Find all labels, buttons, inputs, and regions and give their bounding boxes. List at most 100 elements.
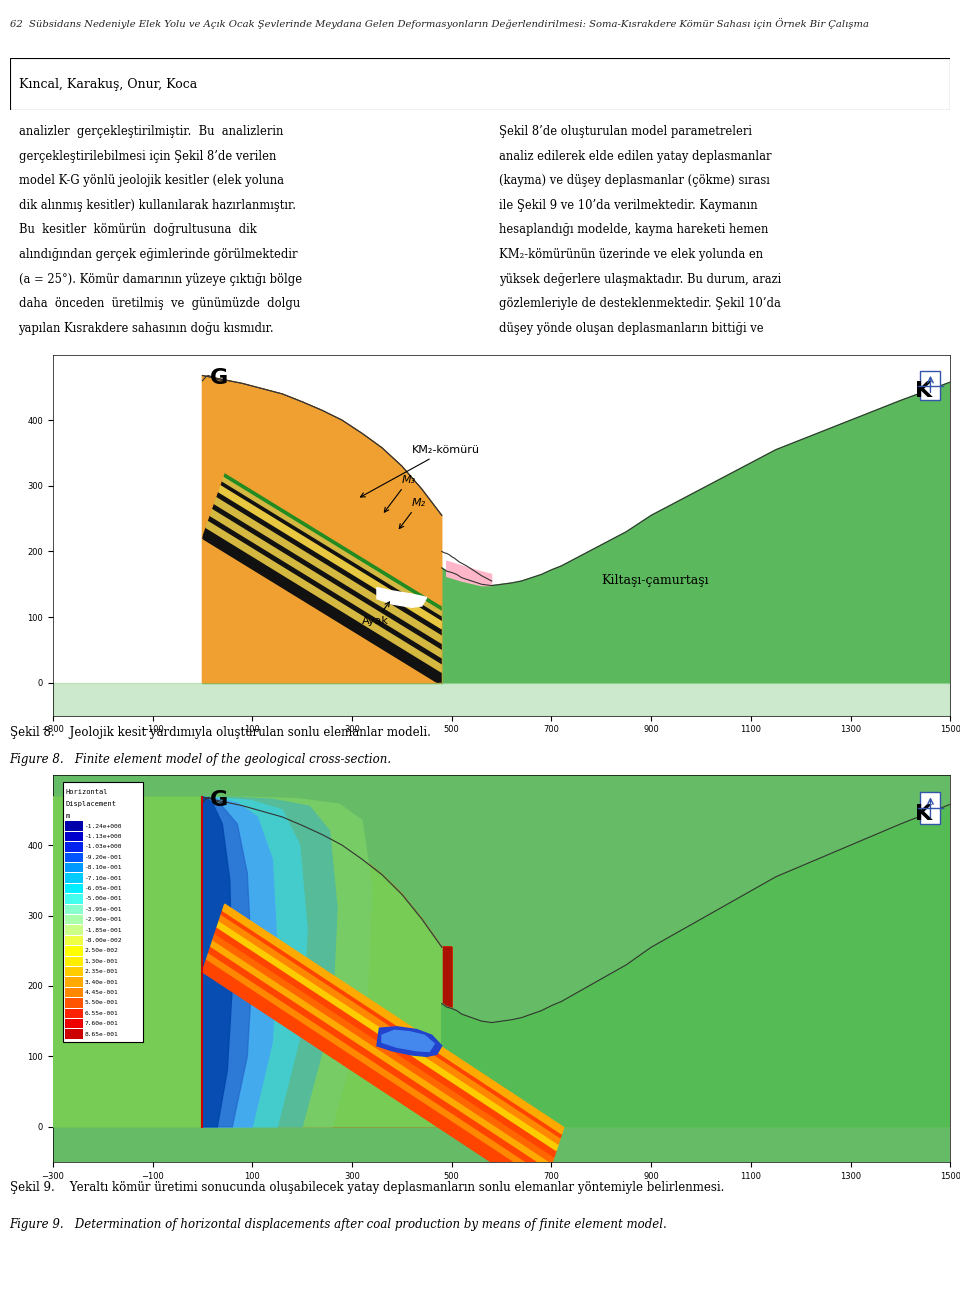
Polygon shape — [203, 797, 325, 1127]
Text: Figure 8.   Finite element model of the geological cross-section.: Figure 8. Finite element model of the ge… — [10, 752, 392, 765]
Text: -1.13e+000: -1.13e+000 — [84, 834, 122, 839]
Text: 8.65e-001: 8.65e-001 — [84, 1032, 118, 1036]
Polygon shape — [53, 775, 950, 1162]
Text: düşey yönde oluşan deplasmanların bittiği ve: düşey yönde oluşan deplasmanların bittiğ… — [499, 322, 763, 335]
Polygon shape — [446, 562, 492, 586]
Polygon shape — [203, 797, 452, 1127]
Bar — [65, 968, 83, 977]
Polygon shape — [203, 958, 545, 1195]
Bar — [65, 905, 83, 914]
Polygon shape — [223, 477, 564, 689]
Text: Ayak: Ayak — [362, 601, 390, 626]
Bar — [65, 873, 83, 882]
Text: K: K — [916, 381, 932, 402]
Text: 1.30e-001: 1.30e-001 — [84, 958, 118, 964]
Polygon shape — [213, 504, 554, 717]
Text: analizler  gerçekleştirilmiştir.  Bu  analizlerin: analizler gerçekleştirilmiştir. Bu anali… — [18, 125, 283, 138]
Polygon shape — [226, 324, 617, 681]
Polygon shape — [222, 481, 562, 693]
Bar — [65, 832, 83, 842]
Polygon shape — [203, 528, 545, 746]
Text: -3.95e-001: -3.95e-001 — [84, 907, 122, 911]
Polygon shape — [203, 797, 307, 1127]
Bar — [65, 936, 83, 945]
Polygon shape — [222, 911, 562, 1137]
Text: G: G — [210, 368, 228, 389]
Text: Displacement: Displacement — [65, 801, 116, 807]
Bar — [65, 926, 83, 935]
Text: Bu  kesitler  kömürün  doğrultusuna  dik: Bu kesitler kömürün doğrultusuna dik — [18, 223, 256, 236]
Text: Şekil 8’de oluşturulan model parametreleri: Şekil 8’de oluşturulan model parametrele… — [499, 125, 752, 138]
Text: 6.55e-001: 6.55e-001 — [84, 1011, 118, 1016]
Text: Şekil 8.    Jeolojik kesit yardımıyla oluşturulan sonlu elemanlar modeli.: Şekil 8. Jeolojik kesit yardımıyla oluşt… — [10, 726, 430, 739]
Bar — [65, 915, 83, 924]
Polygon shape — [217, 920, 558, 1150]
Polygon shape — [53, 683, 950, 716]
Text: -9.20e-001: -9.20e-001 — [84, 855, 122, 860]
Polygon shape — [203, 797, 223, 1127]
Polygon shape — [203, 797, 242, 1127]
Polygon shape — [203, 797, 452, 1127]
Polygon shape — [203, 797, 442, 1127]
Text: yüksek değerlere ulaşmaktadır. Bu durum, arazi: yüksek değerlere ulaşmaktadır. Bu durum,… — [499, 273, 781, 286]
Polygon shape — [442, 805, 950, 1127]
Bar — [65, 822, 83, 831]
Polygon shape — [215, 496, 556, 712]
Polygon shape — [203, 797, 262, 1127]
Text: 62  Sübsidans Nedeniyle Elek Yolu ve Açık Ocak Şevlerinde Meydana Gelen Deformas: 62 Sübsidans Nedeniyle Elek Yolu ve Açık… — [10, 18, 869, 29]
Polygon shape — [203, 797, 372, 1127]
Bar — [65, 1008, 83, 1018]
Text: -7.10e-001: -7.10e-001 — [84, 876, 122, 881]
Polygon shape — [203, 797, 452, 1127]
Bar — [65, 977, 83, 987]
Polygon shape — [211, 940, 552, 1170]
Text: gözlemleriyle de desteklenmektedir. Şekil 10’da: gözlemleriyle de desteklenmektedir. Şeki… — [499, 297, 780, 310]
Text: -2.90e-001: -2.90e-001 — [84, 918, 122, 922]
Polygon shape — [53, 797, 950, 1127]
Bar — [65, 852, 83, 863]
Bar — [65, 842, 83, 852]
Bar — [65, 957, 83, 966]
Text: 4.45e-001: 4.45e-001 — [84, 990, 118, 995]
Polygon shape — [203, 797, 282, 1127]
Polygon shape — [203, 797, 348, 1127]
Text: analiz edilerek elde edilen yatay deplasmanlar: analiz edilerek elde edilen yatay deplas… — [499, 150, 771, 163]
Bar — [65, 998, 83, 1007]
Text: M₃: M₃ — [384, 474, 416, 512]
Polygon shape — [203, 797, 252, 1127]
Text: model K-G yönlü jeolojik kesitler (elek yoluna: model K-G yönlü jeolojik kesitler (elek … — [18, 175, 283, 188]
Text: -8.10e-001: -8.10e-001 — [84, 865, 122, 871]
Text: (a = 25°). Kömür damarının yüzeye çıktığı bölge: (a = 25°). Kömür damarının yüzeye çıktığ… — [18, 273, 301, 286]
Text: 3.40e-001: 3.40e-001 — [84, 979, 118, 985]
Text: -6.05e-001: -6.05e-001 — [84, 886, 122, 892]
Polygon shape — [203, 797, 452, 1127]
Polygon shape — [203, 797, 452, 1127]
Bar — [65, 987, 83, 997]
Text: gerçekleştirilebilmesi için Şekil 8’de verilen: gerçekleştirilebilmesi için Şekil 8’de v… — [18, 150, 276, 163]
Polygon shape — [203, 797, 402, 1127]
Text: -1.03e+000: -1.03e+000 — [84, 844, 122, 850]
Text: Kiltaşı-çamurtaşı: Kiltaşı-çamurtaşı — [601, 574, 708, 587]
Polygon shape — [215, 927, 556, 1157]
Polygon shape — [203, 797, 232, 1127]
Text: -5.00e-001: -5.00e-001 — [84, 897, 122, 902]
Text: 2.50e-002: 2.50e-002 — [84, 948, 118, 953]
Polygon shape — [53, 797, 950, 1127]
Polygon shape — [206, 520, 548, 735]
Bar — [65, 863, 83, 872]
Text: 5.50e-001: 5.50e-001 — [84, 1001, 118, 1006]
Polygon shape — [53, 797, 950, 1127]
Bar — [65, 1029, 83, 1039]
Text: Horizontal: Horizontal — [65, 789, 108, 794]
Text: M₂: M₂ — [399, 498, 426, 529]
Text: G: G — [210, 790, 228, 810]
Text: daha  önceden  üretilmiş  ve  günümüzde  dolgu: daha önceden üretilmiş ve günümüzde dolg… — [18, 297, 300, 310]
Text: yapılan Kısrakdere sahasının doğu kısmıdır.: yapılan Kısrakdere sahasının doğu kısmıd… — [18, 322, 275, 335]
Bar — [921, 370, 941, 400]
Polygon shape — [203, 797, 277, 1127]
Text: KM₂-kömürünün üzerinde ve elek yolunda en: KM₂-kömürünün üzerinde ve elek yolunda e… — [499, 248, 763, 261]
Text: 7.60e-001: 7.60e-001 — [84, 1022, 118, 1027]
Text: (kayma) ve düşey deplasmanlar (çökme) sırası: (kayma) ve düşey deplasmanlar (çökme) sı… — [499, 175, 770, 188]
Text: -1.85e-001: -1.85e-001 — [84, 927, 122, 932]
Polygon shape — [203, 376, 442, 683]
